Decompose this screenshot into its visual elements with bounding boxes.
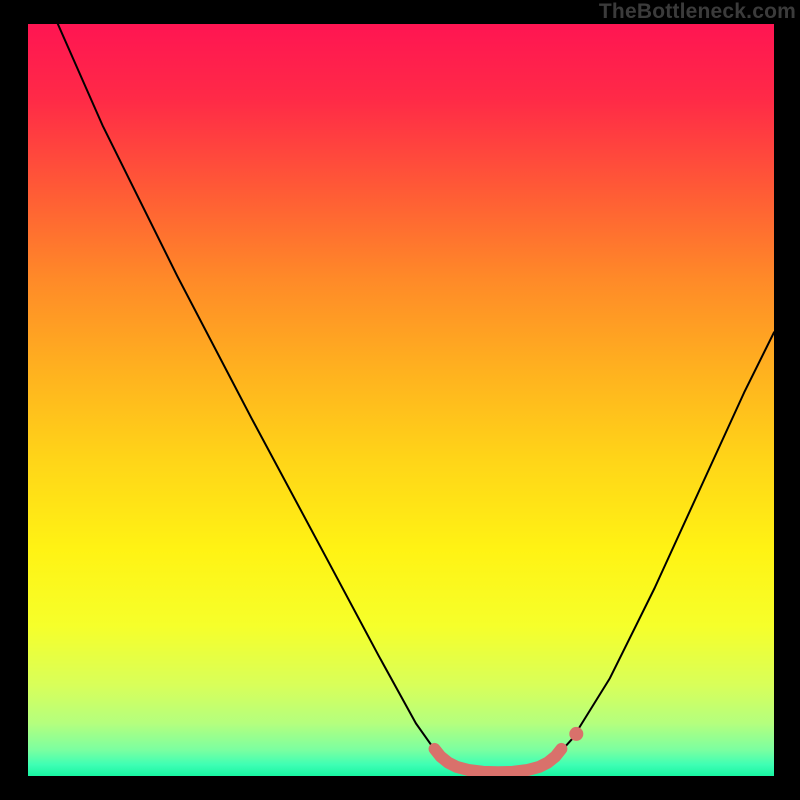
plot-svg	[28, 24, 774, 776]
chart-frame: TheBottleneck.com	[0, 0, 800, 800]
plot-area	[28, 24, 774, 776]
valley-end-dot	[569, 727, 583, 741]
gradient-background	[28, 24, 774, 776]
attribution-text: TheBottleneck.com	[599, 0, 796, 24]
